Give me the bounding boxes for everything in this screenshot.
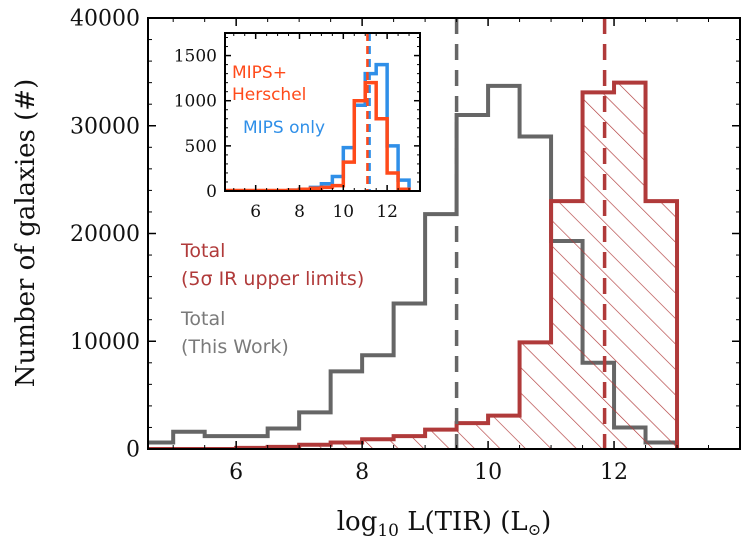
main-y-tick-label-0: 0 [126,438,140,463]
inset-y-tick-label-1500: 1500 [174,47,217,67]
main-total-5-ir-upper-limits-bin-16 [646,201,677,449]
main-total-5-ir-upper-limits-bin-12 [520,342,551,449]
main-x-tick-label-8: 8 [355,460,369,485]
main-legend: Total (5σ IR upper limits) Total (This W… [180,240,364,358]
main-total-5-ir-upper-limits-bin-13 [551,201,582,449]
inset-mips-only-step-line [225,62,411,191]
inset-y-tick-label-1000: 1000 [174,92,217,112]
inset-x-tick-label-10: 10 [332,202,354,222]
inset-y-tick-label-0: 0 [206,182,217,202]
main-total-5-ir-upper-limits-bin-11 [488,416,519,449]
x-axis-title: log10 L(TIR) (L⊙) [337,507,552,541]
inset-x-tick-label-6: 6 [250,202,261,222]
main-total-5-ir-upper-limits-bin-15 [614,83,645,449]
inset-legend-mips-herschel-line1: MIPS+ [232,63,287,83]
main-x-tick-label-12: 12 [600,460,628,485]
main-total-this-work-bin-10 [457,115,488,449]
inset-y-tick-label-500: 500 [185,137,217,157]
main-y-tick-label-10000: 10000 [70,330,140,355]
inset-legend: MIPS+ Herschel MIPS only [232,63,325,138]
main-x-tick-label-6: 6 [229,460,243,485]
y-axis-title: Number of galaxies (#) [11,79,41,387]
main-total-this-work-bin-11 [488,86,519,449]
main-total-this-work-bin-7 [362,355,393,449]
main-y-tick-label-20000: 20000 [70,222,140,247]
main-total-5-ir-upper-limits-bin-9 [425,430,456,449]
legend-upper-limits-line2: (5σ IR upper limits) [181,268,364,290]
main-total-this-work-bin-8 [394,304,425,449]
x-axis-title-rest: L(TIR) (L [399,507,528,537]
inset-legend-mips-only: MIPS only [243,118,325,138]
legend-upper-limits-line1: Total [180,240,225,262]
inset-x-tick-label-8: 8 [294,202,305,222]
main-total-5-ir-upper-limits-bin-10 [457,423,488,449]
main-total-this-work-bin-9 [425,214,456,449]
main-total-this-work-bin-1 [173,432,204,449]
x-axis-title-close: ) [541,507,551,537]
inset-plot: 6 8 10 12 0 500 1000 1500 MIPS+ Herschel MIPS o… [174,32,421,222]
inset-plot-frame [224,32,421,192]
main-total-this-work-bin-6 [331,371,362,449]
main-y-tick-label-40000: 40000 [70,7,140,32]
main-total-5-ir-upper-limits-bin-14 [583,92,614,449]
inset-x-tick-label-12: 12 [376,202,398,222]
main-x-tick-label-10: 10 [474,460,502,485]
legend-this-work-line2: (This Work) [181,336,289,358]
main-y-tick-label-30000: 30000 [70,114,140,139]
main-total-5-ir-upper-limits-hatch-fill [148,82,678,449]
x-axis-title-sun: ⊙ [528,520,541,539]
x-axis-title-log: log [337,507,378,537]
legend-this-work-line1: Total [180,308,225,330]
x-axis-title-sub: 10 [377,521,399,541]
inset-legend-mips-herschel-line2: Herschel [232,85,306,105]
